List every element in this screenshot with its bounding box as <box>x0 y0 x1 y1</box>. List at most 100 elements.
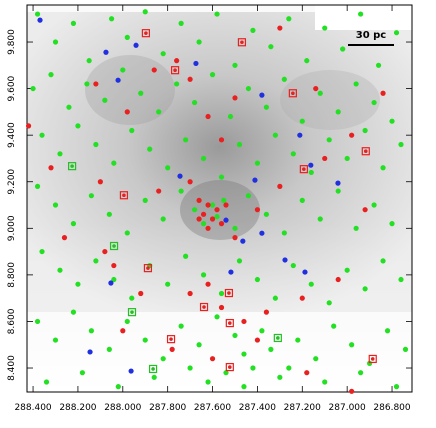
point <box>335 188 341 194</box>
point <box>147 146 153 152</box>
point <box>70 221 77 227</box>
point <box>52 202 59 208</box>
square-marker-dot <box>370 357 375 361</box>
x-tick-label: 288.200 <box>59 403 96 413</box>
point <box>124 318 130 325</box>
point <box>120 328 126 334</box>
point <box>358 370 364 376</box>
annotation: 30 pc <box>356 30 387 41</box>
point <box>218 174 225 180</box>
point <box>165 281 171 287</box>
point <box>299 295 305 301</box>
point <box>281 230 287 236</box>
point <box>196 197 202 203</box>
square-marker-dot <box>276 336 280 340</box>
square-marker <box>299 165 308 174</box>
square-marker-dot <box>228 321 232 325</box>
point <box>156 109 162 115</box>
point <box>299 197 305 203</box>
point <box>111 262 117 269</box>
point <box>88 328 94 334</box>
point <box>138 290 144 297</box>
point <box>282 257 288 263</box>
square-marker-dot <box>228 365 232 369</box>
square-marker <box>368 354 377 364</box>
point <box>286 16 292 22</box>
point <box>174 81 180 87</box>
point <box>111 160 117 166</box>
point <box>335 180 341 186</box>
point <box>87 349 93 355</box>
point <box>97 179 103 185</box>
point <box>313 356 319 362</box>
point <box>48 72 54 78</box>
point <box>142 337 148 343</box>
point <box>52 39 59 45</box>
point <box>70 309 77 315</box>
point <box>93 141 99 148</box>
square-marker-dot <box>122 193 126 198</box>
square-marker <box>224 288 234 298</box>
square-marker <box>273 333 282 343</box>
x-tick-label: 288.000 <box>104 403 141 413</box>
point <box>86 58 92 64</box>
point <box>317 90 323 96</box>
point <box>214 11 220 17</box>
point <box>241 318 247 325</box>
point <box>241 351 247 357</box>
point <box>75 123 81 129</box>
point <box>349 388 355 394</box>
point <box>402 346 409 352</box>
point <box>326 300 332 306</box>
point <box>34 183 41 189</box>
point <box>227 113 234 120</box>
point <box>57 267 63 273</box>
point <box>398 141 404 148</box>
point <box>232 225 238 231</box>
point <box>232 235 238 241</box>
square-marker <box>361 147 370 156</box>
point <box>115 384 121 390</box>
point <box>124 109 130 115</box>
point <box>156 188 162 194</box>
square-marker <box>199 302 209 312</box>
point <box>102 97 108 103</box>
point <box>209 216 216 222</box>
point <box>308 281 314 287</box>
point <box>232 62 238 68</box>
point <box>380 165 386 171</box>
point <box>187 365 193 371</box>
point <box>302 269 308 275</box>
point <box>295 337 301 343</box>
point <box>218 290 225 297</box>
point <box>313 85 319 92</box>
point <box>178 188 184 194</box>
point <box>151 374 157 380</box>
point <box>129 127 135 134</box>
point <box>304 370 310 376</box>
point <box>103 49 109 55</box>
point <box>272 132 278 138</box>
point <box>263 104 269 110</box>
point <box>108 280 114 286</box>
point <box>240 238 246 244</box>
square-marker <box>143 264 153 273</box>
point <box>232 332 238 339</box>
square-marker <box>109 241 119 251</box>
point <box>223 202 229 208</box>
point <box>317 216 323 222</box>
square-marker-dot <box>302 167 306 171</box>
point <box>277 25 283 31</box>
point <box>297 132 303 138</box>
point <box>371 99 377 106</box>
point <box>106 346 112 352</box>
point <box>272 295 278 301</box>
point <box>128 368 134 374</box>
point <box>290 262 296 269</box>
point <box>129 295 135 301</box>
point <box>254 160 261 166</box>
point <box>30 85 36 92</box>
point <box>277 374 283 380</box>
point <box>259 230 265 236</box>
